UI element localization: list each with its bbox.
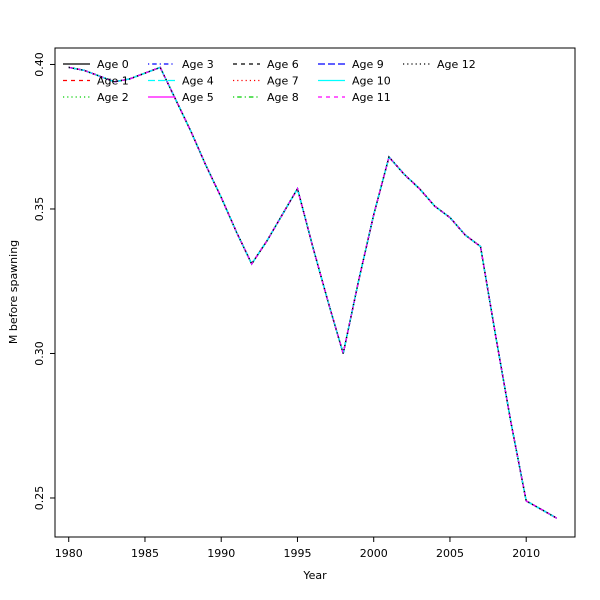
y-tick-label: 0.35 (33, 197, 46, 222)
series-line-age-1 (68, 66, 558, 519)
legend-label: Age 8 (267, 91, 299, 104)
series-line-age-3 (68, 66, 558, 519)
legend-label: Age 2 (97, 91, 129, 104)
series-line-age-10 (68, 66, 558, 519)
legend-item-age-0: Age 0 (63, 58, 129, 71)
legend-item-age-5: Age 5 (148, 91, 214, 104)
series-line-age-6 (68, 66, 558, 519)
y-axis-title: M before spawning (7, 240, 20, 344)
x-tick-label: 1985 (131, 547, 159, 560)
x-axis-ticks: 1980 1985 1990 1995 2000 2005 2010 (55, 537, 540, 560)
legend-item-age-11: Age 11 (318, 91, 391, 104)
legend: Age 0 Age 1 Age 2 Age 3 Age 4 Age 5 Age 6 Age 7… (63, 58, 476, 104)
legend-label: Age 0 (97, 58, 129, 71)
y-tick-label: 0.30 (33, 341, 46, 366)
y-axis-ticks: 0.25 0.30 0.35 0.40 (33, 52, 55, 510)
legend-label: Age 9 (352, 58, 384, 71)
legend-label: Age 6 (267, 58, 299, 71)
x-axis-title: Year (302, 569, 327, 582)
series-line-age-4 (68, 66, 558, 519)
legend-label: Age 3 (182, 58, 214, 71)
legend-label: Age 10 (352, 75, 391, 88)
legend-item-age-10: Age 10 (318, 75, 391, 88)
x-tick-label: 2005 (436, 547, 464, 560)
legend-label: Age 11 (352, 91, 391, 104)
x-tick-label: 1990 (207, 547, 235, 560)
series-line-age-5 (68, 66, 558, 519)
series-line-age-7 (68, 66, 558, 519)
series-line-age-2 (68, 66, 558, 519)
legend-label: Age 1 (97, 75, 129, 88)
legend-item-age-2: Age 2 (63, 91, 129, 104)
legend-label: Age 7 (267, 75, 299, 88)
legend-item-age-6: Age 6 (233, 58, 299, 71)
plot-border-box (54, 47, 576, 538)
legend-label: Age 4 (182, 75, 214, 88)
legend-item-age-1: Age 1 (63, 75, 129, 88)
series-line-age-0 (68, 66, 558, 519)
x-tick-label: 1995 (283, 547, 311, 560)
series-line-age-12 (68, 66, 558, 519)
legend-item-age-7: Age 7 (233, 75, 299, 88)
series-line-age-11 (68, 66, 558, 519)
legend-item-age-8: Age 8 (233, 91, 299, 104)
x-tick-label: 2000 (360, 547, 388, 560)
legend-item-age-4: Age 4 (148, 75, 214, 88)
data-series-group (68, 66, 558, 519)
series-line-age-9 (68, 66, 558, 519)
x-tick-label: 1980 (55, 547, 83, 560)
legend-label: Age 12 (437, 58, 476, 71)
legend-item-age-12: Age 12 (403, 58, 476, 71)
y-tick-label: 0.25 (33, 486, 46, 511)
series-line-age-8 (68, 66, 558, 519)
x-tick-label: 2010 (512, 547, 540, 560)
legend-item-age-9: Age 9 (318, 58, 384, 71)
legend-item-age-3: Age 3 (148, 58, 214, 71)
legend-label: Age 5 (182, 91, 214, 104)
y-tick-label: 0.40 (33, 52, 46, 77)
